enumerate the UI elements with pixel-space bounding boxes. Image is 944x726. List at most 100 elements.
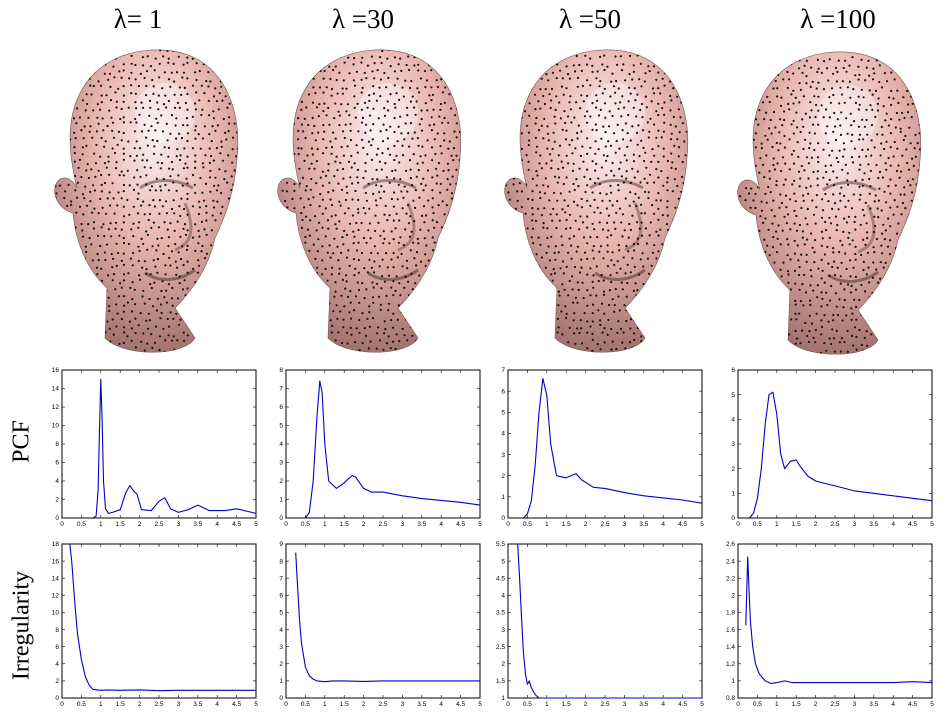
x-tick-label: 0 xyxy=(284,521,288,528)
y-tick-label: 10 xyxy=(52,610,60,617)
x-tick-label: 4 xyxy=(439,521,443,528)
y-tick-label: 1.6 xyxy=(726,627,735,634)
x-tick-label: 2.5 xyxy=(378,701,387,708)
head-render-lambda-50 xyxy=(495,38,695,358)
x-tick-label: 3.5 xyxy=(417,521,426,528)
x-tick-label: 4 xyxy=(891,701,895,708)
x-tick-label: 5 xyxy=(930,521,934,528)
x-tick-label: 3 xyxy=(623,701,627,708)
x-tick-label: 3 xyxy=(853,521,857,528)
y-tick-label: 8 xyxy=(279,558,283,565)
x-tick-label: 5 xyxy=(254,701,258,708)
x-tick-label: 5 xyxy=(930,701,934,708)
y-tick-label: 3 xyxy=(279,460,283,467)
y-tick-label: 5 xyxy=(501,558,505,565)
y-tick-label: 0 xyxy=(55,695,59,702)
x-tick-label: 3.5 xyxy=(639,701,648,708)
x-tick-label: 1.5 xyxy=(340,521,349,528)
x-tick-label: 4 xyxy=(661,701,665,708)
y-tick-label: 0 xyxy=(55,515,59,522)
x-tick-label: 4 xyxy=(215,521,219,528)
x-tick-label: 3 xyxy=(401,701,405,708)
x-tick-label: 0 xyxy=(60,521,64,528)
y-tick-label: 0 xyxy=(279,515,283,522)
plot-frame xyxy=(508,544,702,698)
x-tick-label: 1.5 xyxy=(116,701,125,708)
y-tick-label: 1 xyxy=(501,695,505,702)
y-tick-label: 14 xyxy=(52,575,60,582)
x-tick-label: 4.5 xyxy=(908,701,917,708)
y-tick-label: 0.8 xyxy=(726,695,735,702)
x-tick-label: 1.5 xyxy=(792,521,801,528)
y-tick-label: 18 xyxy=(52,541,60,548)
x-tick-label: 5 xyxy=(700,521,704,528)
x-tick-label: 3.5 xyxy=(869,701,878,708)
y-tick-label: 0 xyxy=(731,515,735,522)
y-tick-label: 3.5 xyxy=(496,610,505,617)
y-tick-label: 1.2 xyxy=(726,661,735,668)
x-tick-label: 2 xyxy=(814,521,818,528)
y-tick-label: 1 xyxy=(279,497,283,504)
x-tick-label: 1.5 xyxy=(792,701,801,708)
y-tick-label: 3 xyxy=(501,627,505,634)
x-tick-label: 3.5 xyxy=(869,521,878,528)
y-tick-label: 7 xyxy=(501,367,505,374)
row-label-irregularity: Irregularity xyxy=(9,526,36,726)
column-title-lambda-100: λ =100 xyxy=(738,4,938,35)
x-tick-label: 0 xyxy=(506,701,510,708)
y-tick-label: 5 xyxy=(279,610,283,617)
x-tick-label: 4.5 xyxy=(908,521,917,528)
y-tick-label: 5 xyxy=(279,423,283,430)
x-tick-label: 2 xyxy=(138,521,142,528)
x-tick-label: 4 xyxy=(891,521,895,528)
x-tick-label: 2.5 xyxy=(154,521,163,528)
y-tick-label: 16 xyxy=(52,558,60,565)
x-tick-label: 2 xyxy=(362,701,366,708)
y-tick-label: 8 xyxy=(55,627,59,634)
y-tick-label: 4 xyxy=(55,661,59,668)
y-tick-label: 4 xyxy=(501,593,505,600)
x-tick-label: 1.5 xyxy=(116,521,125,528)
y-tick-label: 3 xyxy=(279,644,283,651)
column-title-lambda-30: λ =30 xyxy=(263,4,463,35)
y-tick-label: 7 xyxy=(279,575,283,582)
y-tick-label: 1.4 xyxy=(726,644,735,651)
y-tick-label: 1.5 xyxy=(496,678,505,685)
y-tick-label: 2.6 xyxy=(726,541,735,548)
x-tick-label: 4.5 xyxy=(456,521,465,528)
x-tick-label: 5 xyxy=(254,521,258,528)
x-tick-label: 2.5 xyxy=(600,521,609,528)
plot-frame xyxy=(738,370,932,518)
y-tick-label: 8 xyxy=(279,367,283,374)
y-tick-label: 6 xyxy=(501,388,505,395)
x-tick-label: 0 xyxy=(506,521,510,528)
y-tick-label: 0 xyxy=(501,515,505,522)
head-render-lambda-1 xyxy=(45,38,245,358)
x-tick-label: 0.5 xyxy=(77,521,86,528)
plot-frame xyxy=(286,544,480,698)
y-tick-label: 4.5 xyxy=(496,575,505,582)
x-tick-label: 1.5 xyxy=(562,521,571,528)
y-tick-label: 12 xyxy=(52,404,60,411)
x-tick-label: 2.5 xyxy=(830,521,839,528)
x-tick-label: 1 xyxy=(99,701,103,708)
x-tick-label: 3 xyxy=(177,521,181,528)
y-tick-label: 2 xyxy=(501,473,505,480)
x-tick-label: 3.5 xyxy=(417,701,426,708)
y-tick-label: 2 xyxy=(55,497,59,504)
column-title-lambda-1: λ= 1 xyxy=(38,4,238,35)
y-tick-label: 1 xyxy=(279,678,283,685)
y-tick-label: 6 xyxy=(55,460,59,467)
y-tick-label: 4 xyxy=(731,417,735,424)
x-tick-label: 2 xyxy=(584,701,588,708)
x-tick-label: 2.5 xyxy=(830,701,839,708)
y-tick-label: 6 xyxy=(55,644,59,651)
row-label-pcf: PCF xyxy=(9,342,36,542)
x-tick-label: 3.5 xyxy=(639,521,648,528)
y-tick-label: 5.5 xyxy=(496,541,505,548)
x-tick-label: 1 xyxy=(775,701,779,708)
